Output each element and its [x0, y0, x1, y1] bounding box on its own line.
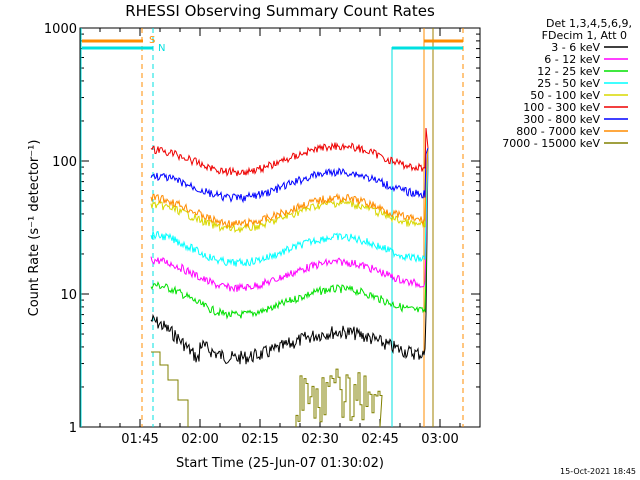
x-tick-label: 02:45: [361, 432, 398, 447]
series-line: [151, 351, 189, 427]
legend-entry-label: 6 - 12 keV: [544, 53, 600, 66]
legend-entry-label: 800 - 7000 keV: [516, 125, 600, 138]
series-line: [150, 147, 429, 365]
series-line: [150, 147, 429, 293]
footer-date-stamp: 15-Oct-2021 18:45: [560, 467, 636, 476]
legend-header-line-1: Det 1,3,4,5,6,9,: [546, 17, 632, 30]
chart-title: RHESSI Observing Summary Count Rates: [125, 2, 435, 20]
x-tick-label: 02:00: [181, 432, 218, 447]
legend-entry-label: 12 - 25 keV: [537, 65, 600, 78]
x-axis-label: Start Time (25-Jun-07 01:30:02): [176, 456, 384, 471]
series-line: [150, 147, 429, 204]
night-label: N: [158, 43, 165, 54]
series-line: [150, 147, 429, 320]
series-line: [150, 147, 429, 229]
legend-header-line-2: FDecim 1, Att 0: [542, 29, 627, 42]
x-tick-label: 03:00: [421, 432, 458, 447]
x-tick-label: 01:45: [121, 432, 158, 447]
series-line: [295, 368, 383, 428]
y-tick-label: 1: [69, 421, 77, 436]
plot-area: 01:45 02:00 02:15 02:30 02:45 03:00 1 10 100 1000…: [44, 22, 481, 447]
legend-entry-label: 300 - 800 keV: [523, 113, 600, 126]
legend-entry-label: 25 - 50 keV: [537, 77, 600, 90]
legend: Det 1,3,4,5,6,9, FDecim 1, Att 0 3 - 6 k…: [502, 17, 632, 150]
y-tick-label: 100: [52, 155, 77, 170]
y-axis-label: Count Rate (s⁻¹ detector⁻¹): [27, 140, 42, 317]
x-tick-label: 02:30: [301, 432, 338, 447]
plot-frame: [79, 27, 481, 428]
y-tick-label: 10: [60, 288, 77, 303]
x-tick-label: 02:15: [241, 432, 278, 447]
legend-entry-label: 7000 - 15000 keV: [502, 137, 600, 150]
y-tick-label: 1000: [44, 22, 77, 37]
series-line: [150, 127, 429, 177]
series-line: [150, 147, 429, 267]
saa-label: S: [149, 35, 155, 46]
legend-entry-label: 3 - 6 keV: [551, 41, 600, 54]
legend-entry-label: 50 - 100 keV: [530, 89, 600, 102]
legend-entry-label: 100 - 300 keV: [523, 101, 600, 114]
